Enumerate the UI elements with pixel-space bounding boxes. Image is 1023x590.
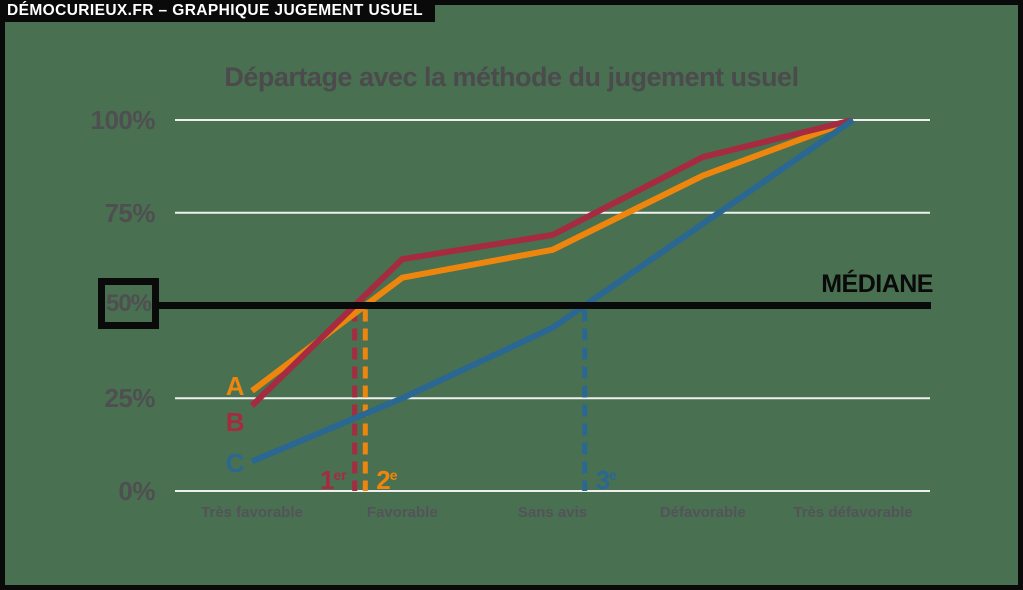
series-label-C: C [225, 448, 245, 478]
rank-label-A: 2e [376, 465, 398, 495]
x-category-5: Très défavorable [793, 504, 913, 521]
rank-label-C: 3e [595, 465, 617, 495]
median-50-label: 50% [105, 289, 152, 317]
y-tick-25%: 25% [104, 383, 155, 414]
y-tick-0%: 0% [118, 476, 155, 506]
header-title: DÉMOCURIEUX.FR – GRAPHIQUE JUGEMENT USUE… [7, 2, 423, 19]
series-line-B [249, 117, 854, 408]
header-bar: DÉMOCURIEUX.FR – GRAPHIQUE JUGEMENT USUE… [0, 0, 435, 22]
rank-label-B: 1er [319, 465, 347, 495]
chart-title: Départage avec la méthode du jugement us… [224, 62, 799, 92]
x-category-1: Très favorable [201, 504, 303, 521]
median-50-box: 50% [98, 278, 159, 329]
y-tick-75%: 75% [104, 197, 155, 228]
x-category-3: Sans avis [517, 504, 588, 521]
x-category-4: Défavorable [659, 504, 746, 521]
median-label: MÉDIANE [821, 270, 933, 298]
y-tick-100%: 100% [90, 105, 156, 135]
series-line-A [250, 117, 855, 394]
series-label-B: B [225, 407, 245, 437]
series-label-A: A [225, 371, 245, 401]
series-line-C [250, 117, 855, 465]
x-category-2: Favorable [366, 504, 438, 521]
